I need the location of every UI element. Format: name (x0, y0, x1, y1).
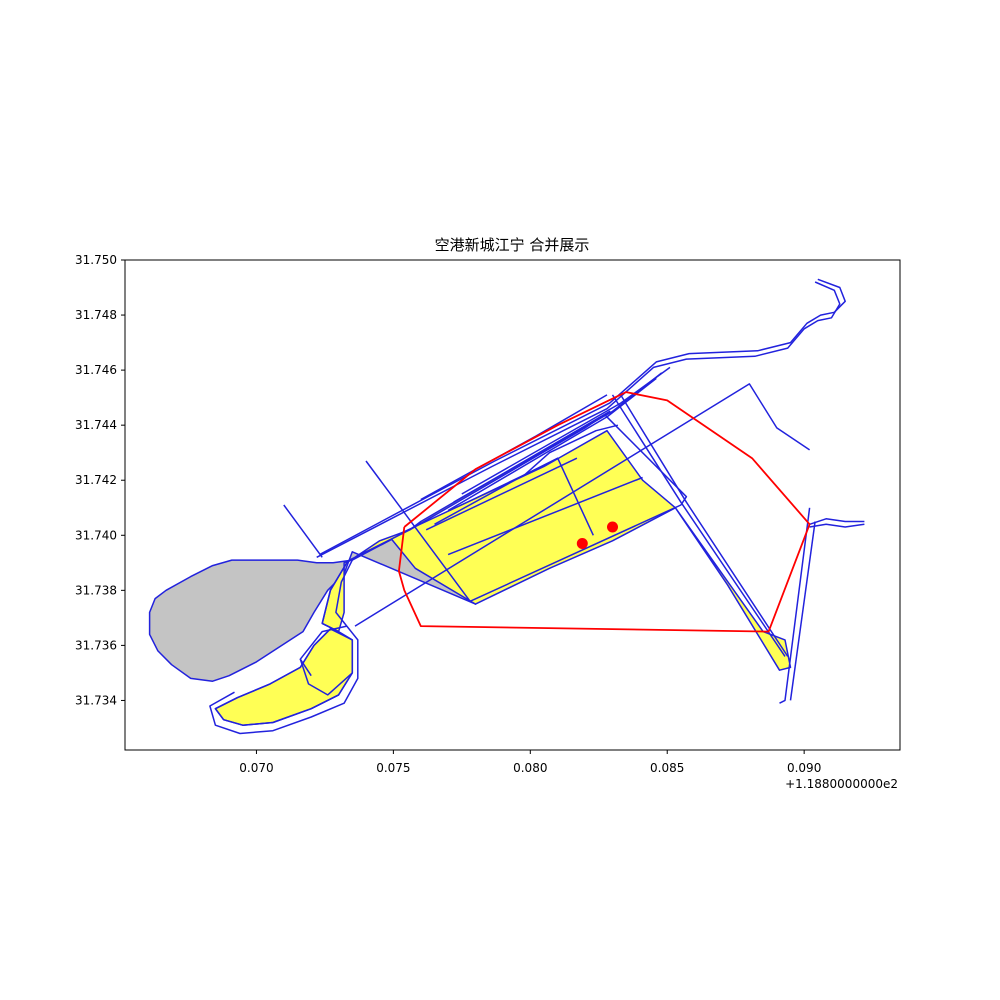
road-line (316, 281, 841, 558)
y-tick-label: 31.742 (75, 473, 117, 487)
road-line (779, 507, 811, 704)
location-point (576, 538, 588, 549)
road-line (354, 383, 811, 627)
road-line (809, 523, 865, 528)
y-tick-label: 31.750 (75, 253, 117, 267)
x-axis: 0.070 0.075 0.080 0.085 0.090 (239, 750, 821, 775)
road-line (809, 518, 865, 526)
road-line (620, 394, 789, 657)
road-line (557, 457, 594, 536)
y-tick-label: 31.738 (75, 583, 117, 597)
x-tick-label: 0.080 (513, 761, 547, 775)
map-title: 空港新城江宁 合并展示 (435, 236, 590, 254)
road-line (434, 424, 619, 525)
road-line (425, 457, 578, 531)
road-line (447, 476, 643, 556)
road-layer (209, 278, 865, 735)
plot-frame (124, 259, 901, 751)
road-line (299, 625, 347, 677)
road-line (299, 658, 353, 696)
y-tick-label: 31.744 (75, 418, 117, 432)
location-point (607, 521, 618, 533)
x-tick-label: 0.070 (239, 761, 273, 775)
road-line (447, 377, 657, 512)
boundary-layer (397, 391, 811, 633)
x-tick-label: 0.075 (376, 761, 410, 775)
y-tick-label: 31.740 (75, 528, 117, 542)
point-layer (576, 521, 618, 549)
x-axis-offset-label: +1.1880000000e2 (785, 777, 898, 791)
y-tick-label: 31.746 (75, 363, 117, 377)
boundary-line (397, 391, 811, 633)
y-tick-label: 31.734 (75, 693, 117, 707)
x-tick-label: 0.090 (787, 761, 821, 775)
y-axis: 31.734 31.736 31.738 31.740 31.742 31.744 31.7… (75, 253, 125, 707)
road-line (461, 366, 671, 495)
road-line (283, 504, 323, 558)
x-tick-label: 0.085 (650, 761, 684, 775)
y-tick-label: 31.736 (75, 638, 117, 652)
road-line (209, 559, 359, 735)
road-line (789, 521, 816, 701)
y-tick-label: 31.748 (75, 308, 117, 322)
plot-area (148, 278, 865, 735)
road-line (319, 278, 846, 556)
road-line (611, 394, 786, 657)
